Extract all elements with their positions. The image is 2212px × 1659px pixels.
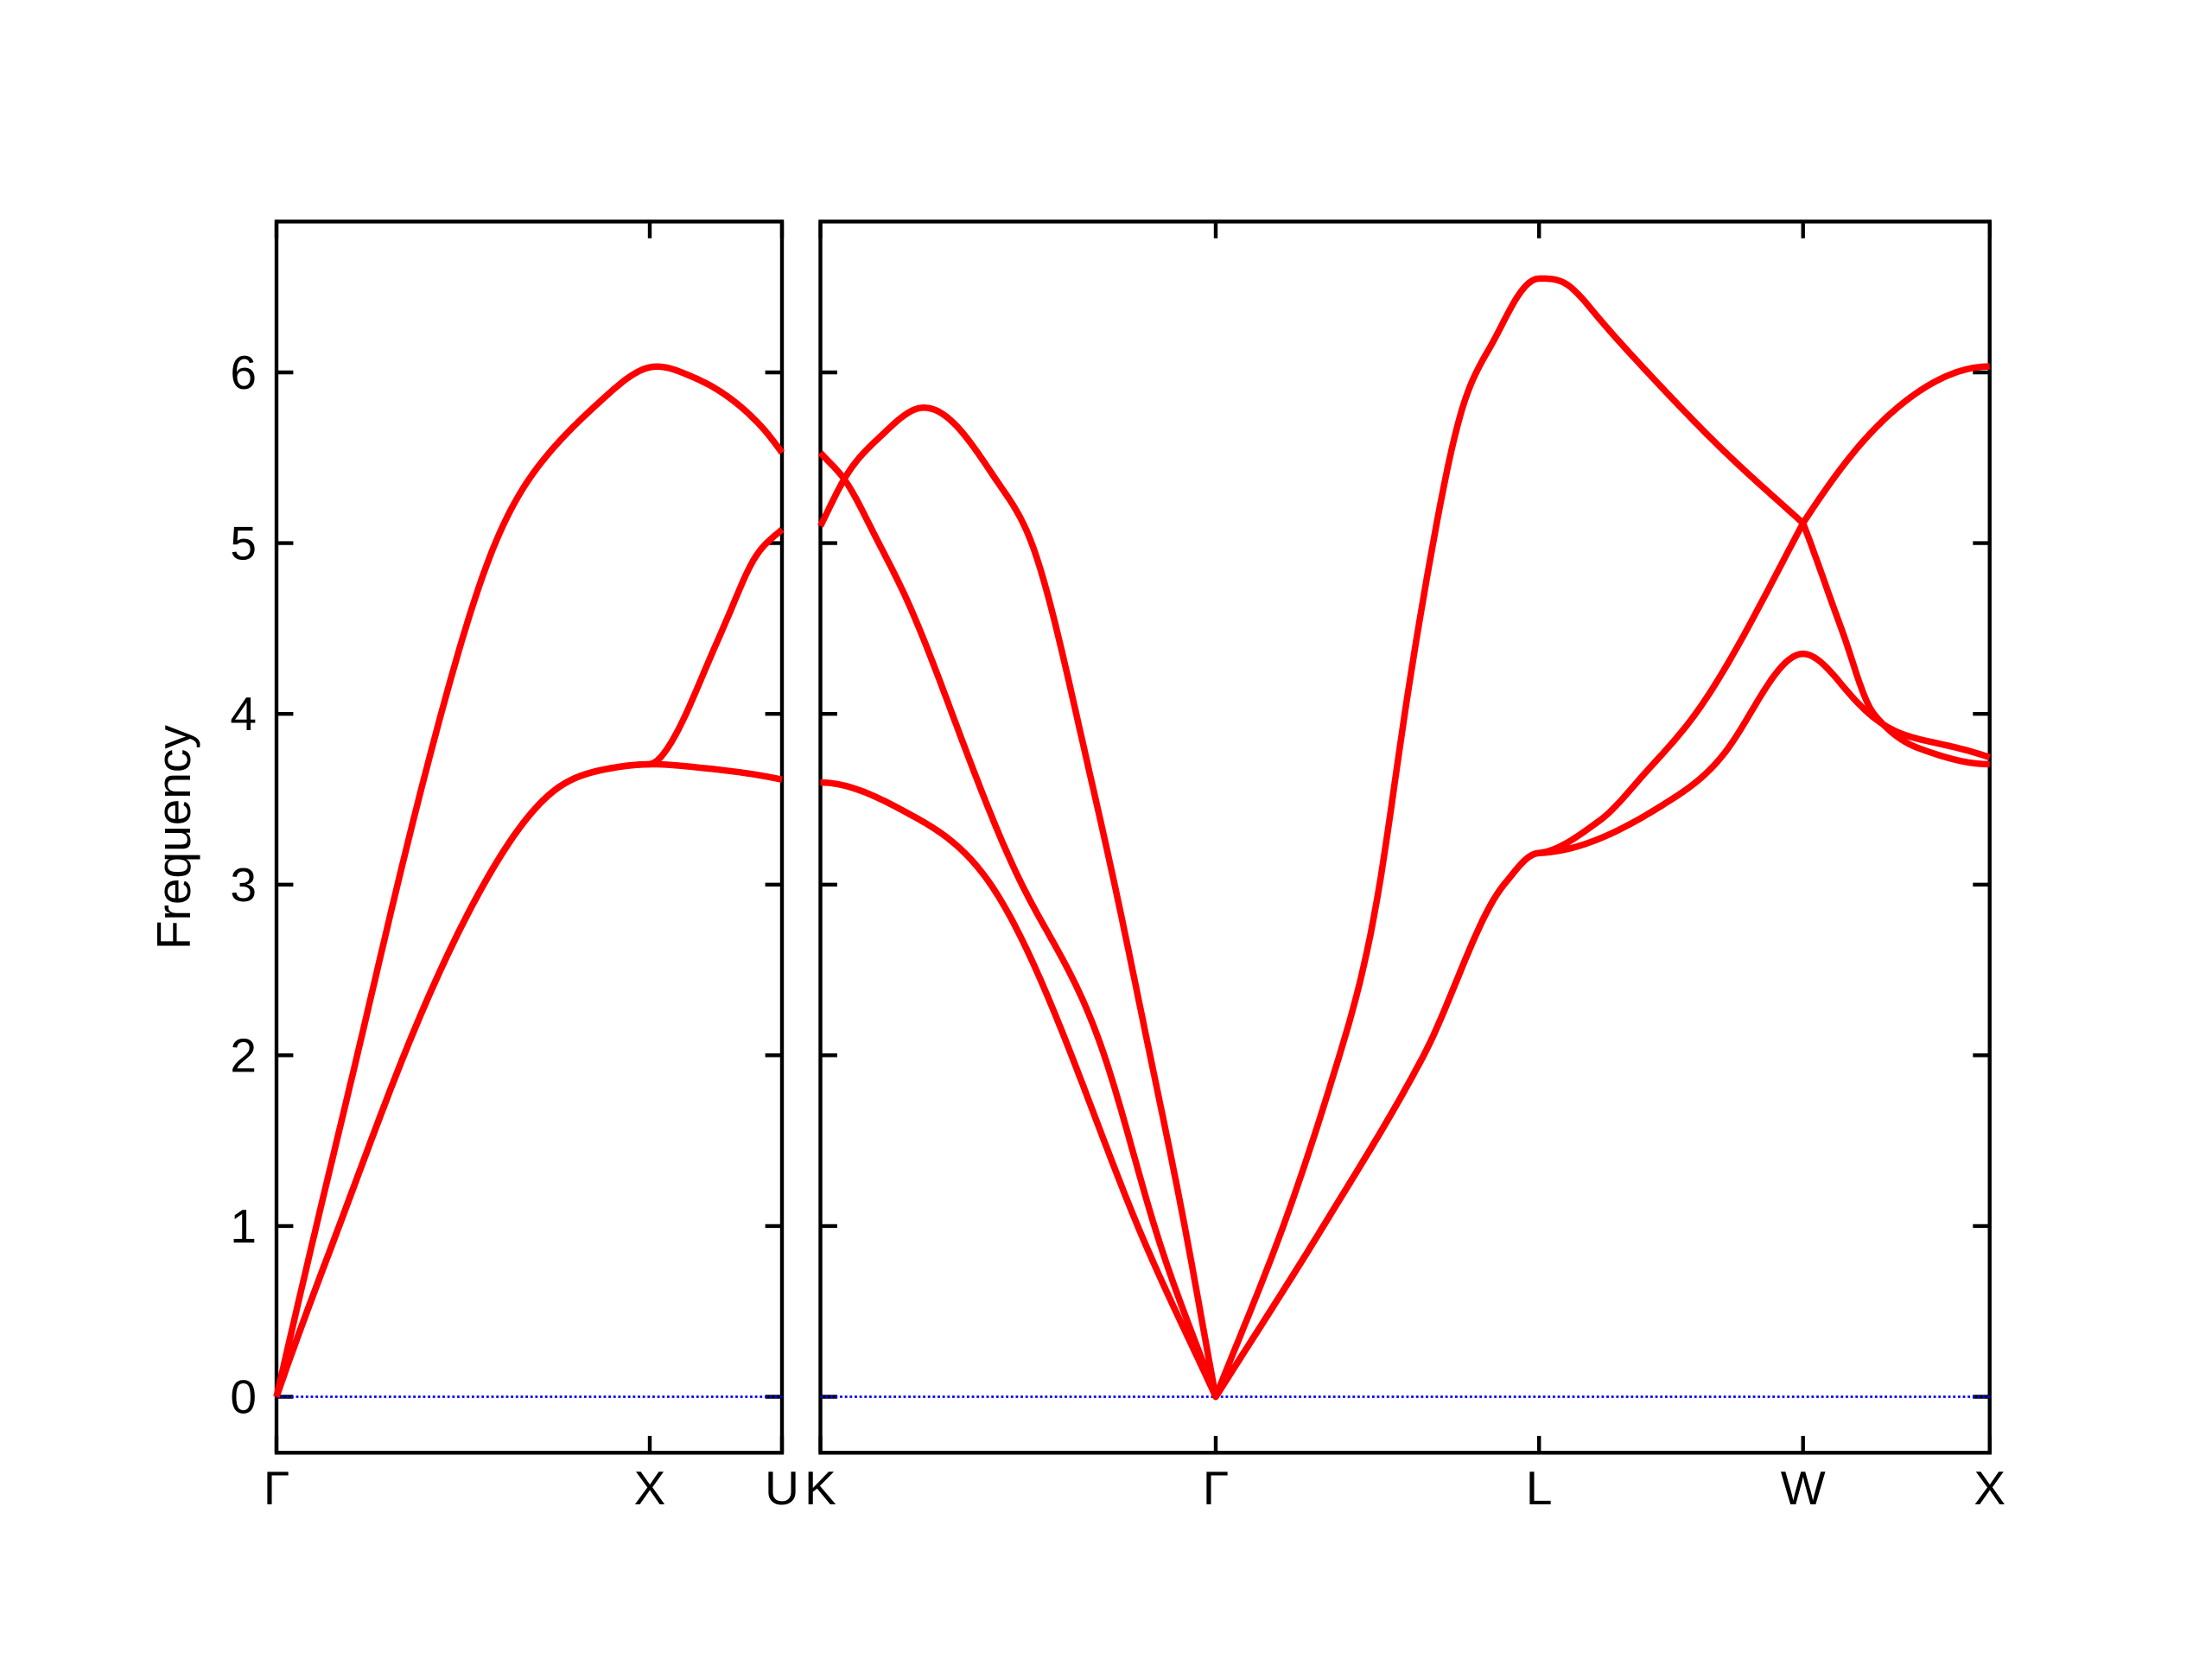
svg-text:Frequency: Frequency [147, 725, 200, 950]
svg-text:U: U [765, 1461, 799, 1515]
svg-text:L: L [1526, 1461, 1553, 1515]
svg-text:X: X [634, 1461, 666, 1515]
svg-text:Γ: Γ [264, 1461, 289, 1515]
svg-text:X: X [1974, 1461, 2005, 1515]
svg-text:W: W [1781, 1461, 1826, 1515]
svg-text:5: 5 [230, 517, 257, 570]
svg-text:K: K [804, 1461, 836, 1515]
svg-text:4: 4 [230, 687, 257, 741]
svg-text:3: 3 [230, 858, 257, 912]
svg-text:6: 6 [230, 346, 257, 399]
svg-text:Γ: Γ [1203, 1461, 1229, 1515]
svg-text:0: 0 [230, 1370, 257, 1424]
svg-text:1: 1 [230, 1199, 257, 1253]
svg-text:2: 2 [230, 1028, 257, 1082]
